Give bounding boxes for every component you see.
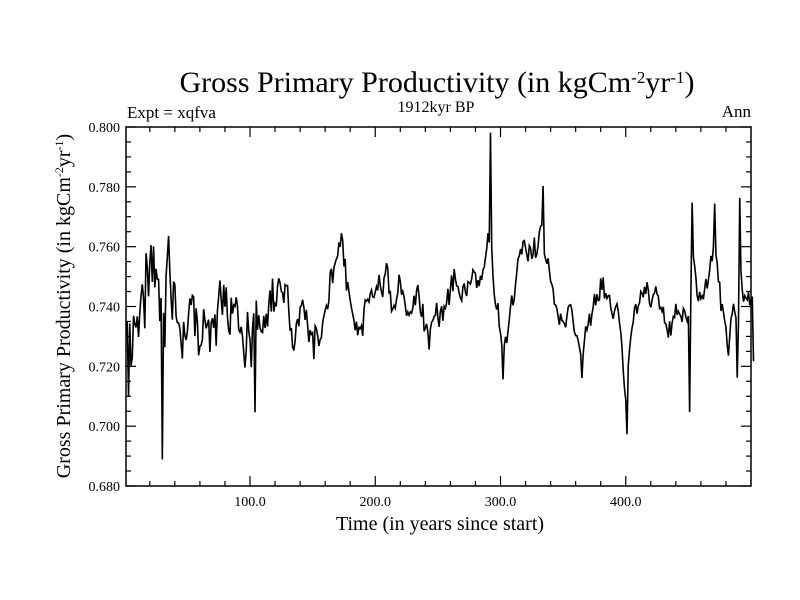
- season-label: Ann: [722, 102, 752, 121]
- chart-title: Gross Primary Productivity (in kgCm-2yr-…: [180, 66, 695, 99]
- experiment-label: Expt = xqfva: [127, 103, 216, 122]
- y-tick-label: 0.720: [89, 360, 121, 375]
- y-axis-label-end: ): [53, 134, 75, 141]
- gpp-series-line: [125, 132, 755, 460]
- chart-title-sup2: -1: [670, 68, 684, 87]
- y-tick-label: 0.780: [89, 181, 121, 196]
- x-tick-label: 100.0: [234, 495, 266, 510]
- x-tick-label: 400.0: [610, 495, 642, 510]
- y-axis-ticks: 0.680 0.700 0.720 0.740 0.760 0.780 0.800: [89, 121, 751, 495]
- y-axis-label-sup2: -1: [52, 140, 66, 150]
- y-tick-label: 0.700: [89, 420, 121, 435]
- chart-title-main: Gross Primary Productivity (in kgCm: [180, 66, 632, 99]
- y-tick-label: 0.740: [89, 301, 121, 316]
- y-axis-label-mid: yr: [53, 150, 75, 167]
- y-axis-label-main: Gross Primary Productivity (in kgCm: [53, 177, 75, 479]
- x-tick-label: 200.0: [359, 495, 391, 510]
- chart-title-end: ): [685, 66, 695, 99]
- chart-title-sup1: -2: [631, 68, 645, 87]
- plot-frame: [125, 126, 752, 487]
- chart-title-mid: yr: [645, 66, 670, 99]
- x-axis-label: Time (in years since start): [336, 513, 544, 535]
- y-tick-label: 0.760: [89, 241, 121, 256]
- y-tick-label: 0.800: [89, 121, 121, 136]
- y-axis-label-sup1: -2: [52, 167, 66, 177]
- chart-subtitle: 1912kyr BP: [398, 99, 475, 116]
- x-axis-ticks: 100.0 200.0 300.0 400.0: [149, 127, 727, 510]
- y-tick-label: 0.680: [89, 480, 121, 495]
- x-tick-label: 300.0: [485, 495, 517, 510]
- y-axis-label: Gross Primary Productivity (in kgCm-2yr-…: [52, 134, 75, 478]
